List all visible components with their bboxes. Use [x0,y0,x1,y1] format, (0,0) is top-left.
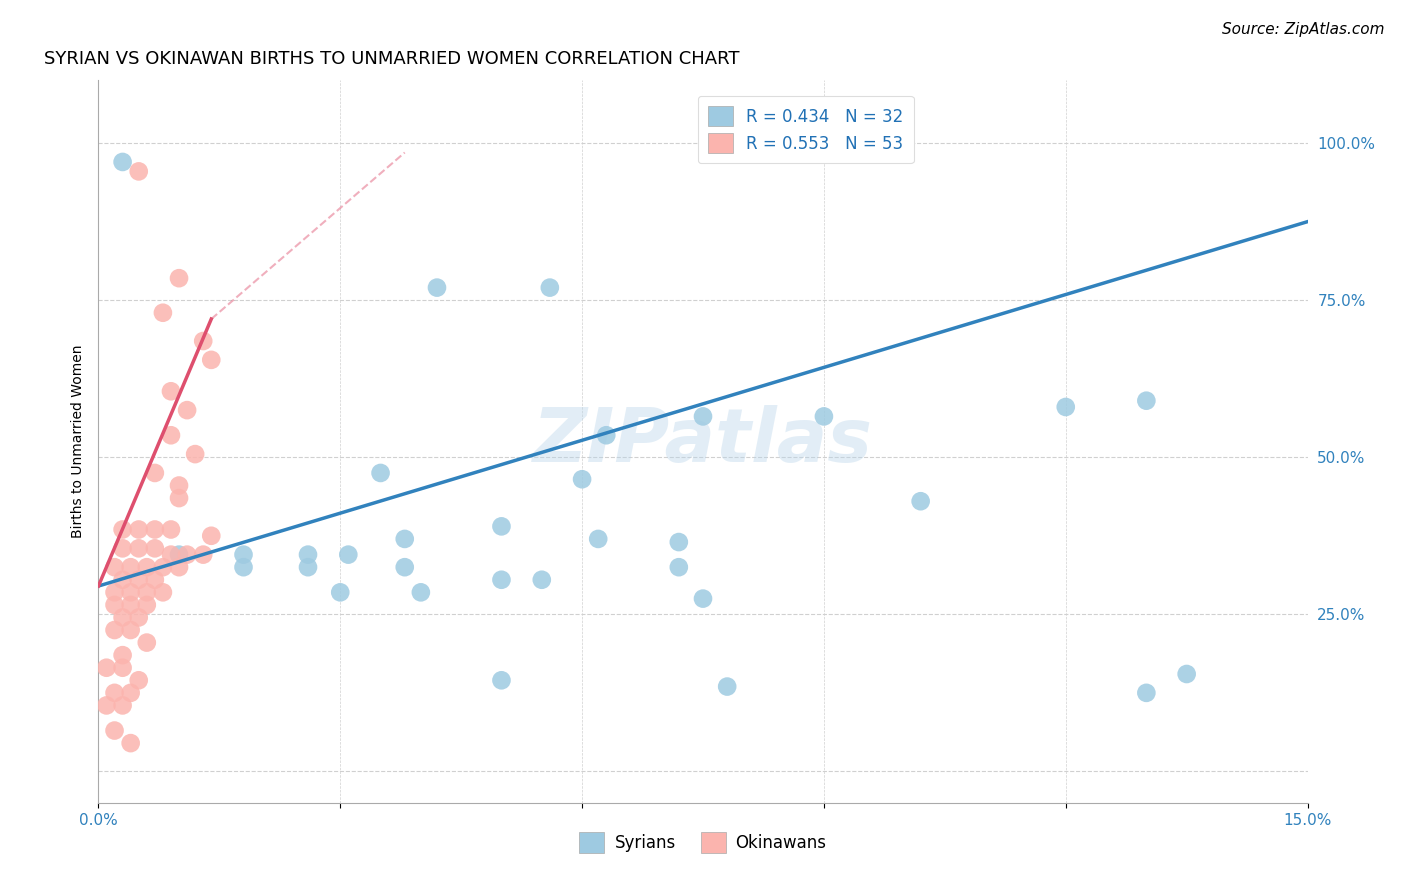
Point [143,523,166,537]
Point [297,548,319,562]
Point [143,541,166,556]
Point [103,560,125,574]
Point [491,519,513,533]
Point [160,428,183,442]
Point [111,698,134,713]
Point [176,548,198,562]
Point [111,523,134,537]
Point [135,635,157,649]
Point [538,280,561,294]
Point [329,585,352,599]
Point [128,610,150,624]
Point [103,623,125,637]
Point [111,648,134,662]
Point [167,491,190,505]
Point [167,271,190,285]
Point [128,523,150,537]
Point [120,623,142,637]
Point [96,661,118,675]
Point [409,585,432,599]
Point [135,598,157,612]
Y-axis label: Births to Unmarried Women: Births to Unmarried Women [70,345,84,538]
Point [103,723,125,738]
Point [120,598,142,612]
Point [152,585,174,599]
Point [103,598,125,612]
Point [370,466,392,480]
Point [120,686,142,700]
Point [111,610,134,624]
Point [111,661,134,675]
Legend: Syrians, Okinawans: Syrians, Okinawans [572,826,834,860]
Point [160,548,183,562]
Point [692,591,714,606]
Point [143,466,166,480]
Point [426,280,449,294]
Point [135,585,157,599]
Point [167,560,190,574]
Point [167,548,190,562]
Point [586,532,609,546]
Point [135,560,157,574]
Point [1175,667,1198,681]
Point [120,560,142,574]
Point [167,478,190,492]
Point [200,529,222,543]
Point [595,428,617,442]
Point [394,532,416,546]
Point [103,686,125,700]
Point [120,736,142,750]
Point [1135,393,1157,408]
Point [394,560,416,574]
Point [232,548,254,562]
Point [96,698,118,713]
Point [668,560,690,574]
Point [193,334,215,348]
Point [530,573,553,587]
Point [160,384,183,399]
Point [692,409,714,424]
Text: ZIPatlas: ZIPatlas [533,405,873,478]
Point [813,409,835,424]
Point [193,548,215,562]
Point [1135,686,1157,700]
Point [111,573,134,587]
Point [143,573,166,587]
Point [160,523,183,537]
Point [128,164,150,178]
Point [297,560,319,574]
Point [111,541,134,556]
Point [200,352,222,367]
Point [491,573,513,587]
Text: Source: ZipAtlas.com: Source: ZipAtlas.com [1222,22,1385,37]
Point [103,585,125,599]
Point [128,573,150,587]
Point [910,494,932,508]
Point [337,548,360,562]
Text: SYRIAN VS OKINAWAN BIRTHS TO UNMARRIED WOMEN CORRELATION CHART: SYRIAN VS OKINAWAN BIRTHS TO UNMARRIED W… [44,50,740,68]
Point [128,673,150,688]
Point [152,560,174,574]
Point [184,447,207,461]
Point [120,585,142,599]
Point [571,472,593,486]
Point [111,155,134,169]
Point [232,560,254,574]
Point [716,680,738,694]
Point [668,535,690,549]
Point [1054,400,1077,414]
Point [176,403,198,417]
Point [128,541,150,556]
Point [491,673,513,688]
Point [152,306,174,320]
